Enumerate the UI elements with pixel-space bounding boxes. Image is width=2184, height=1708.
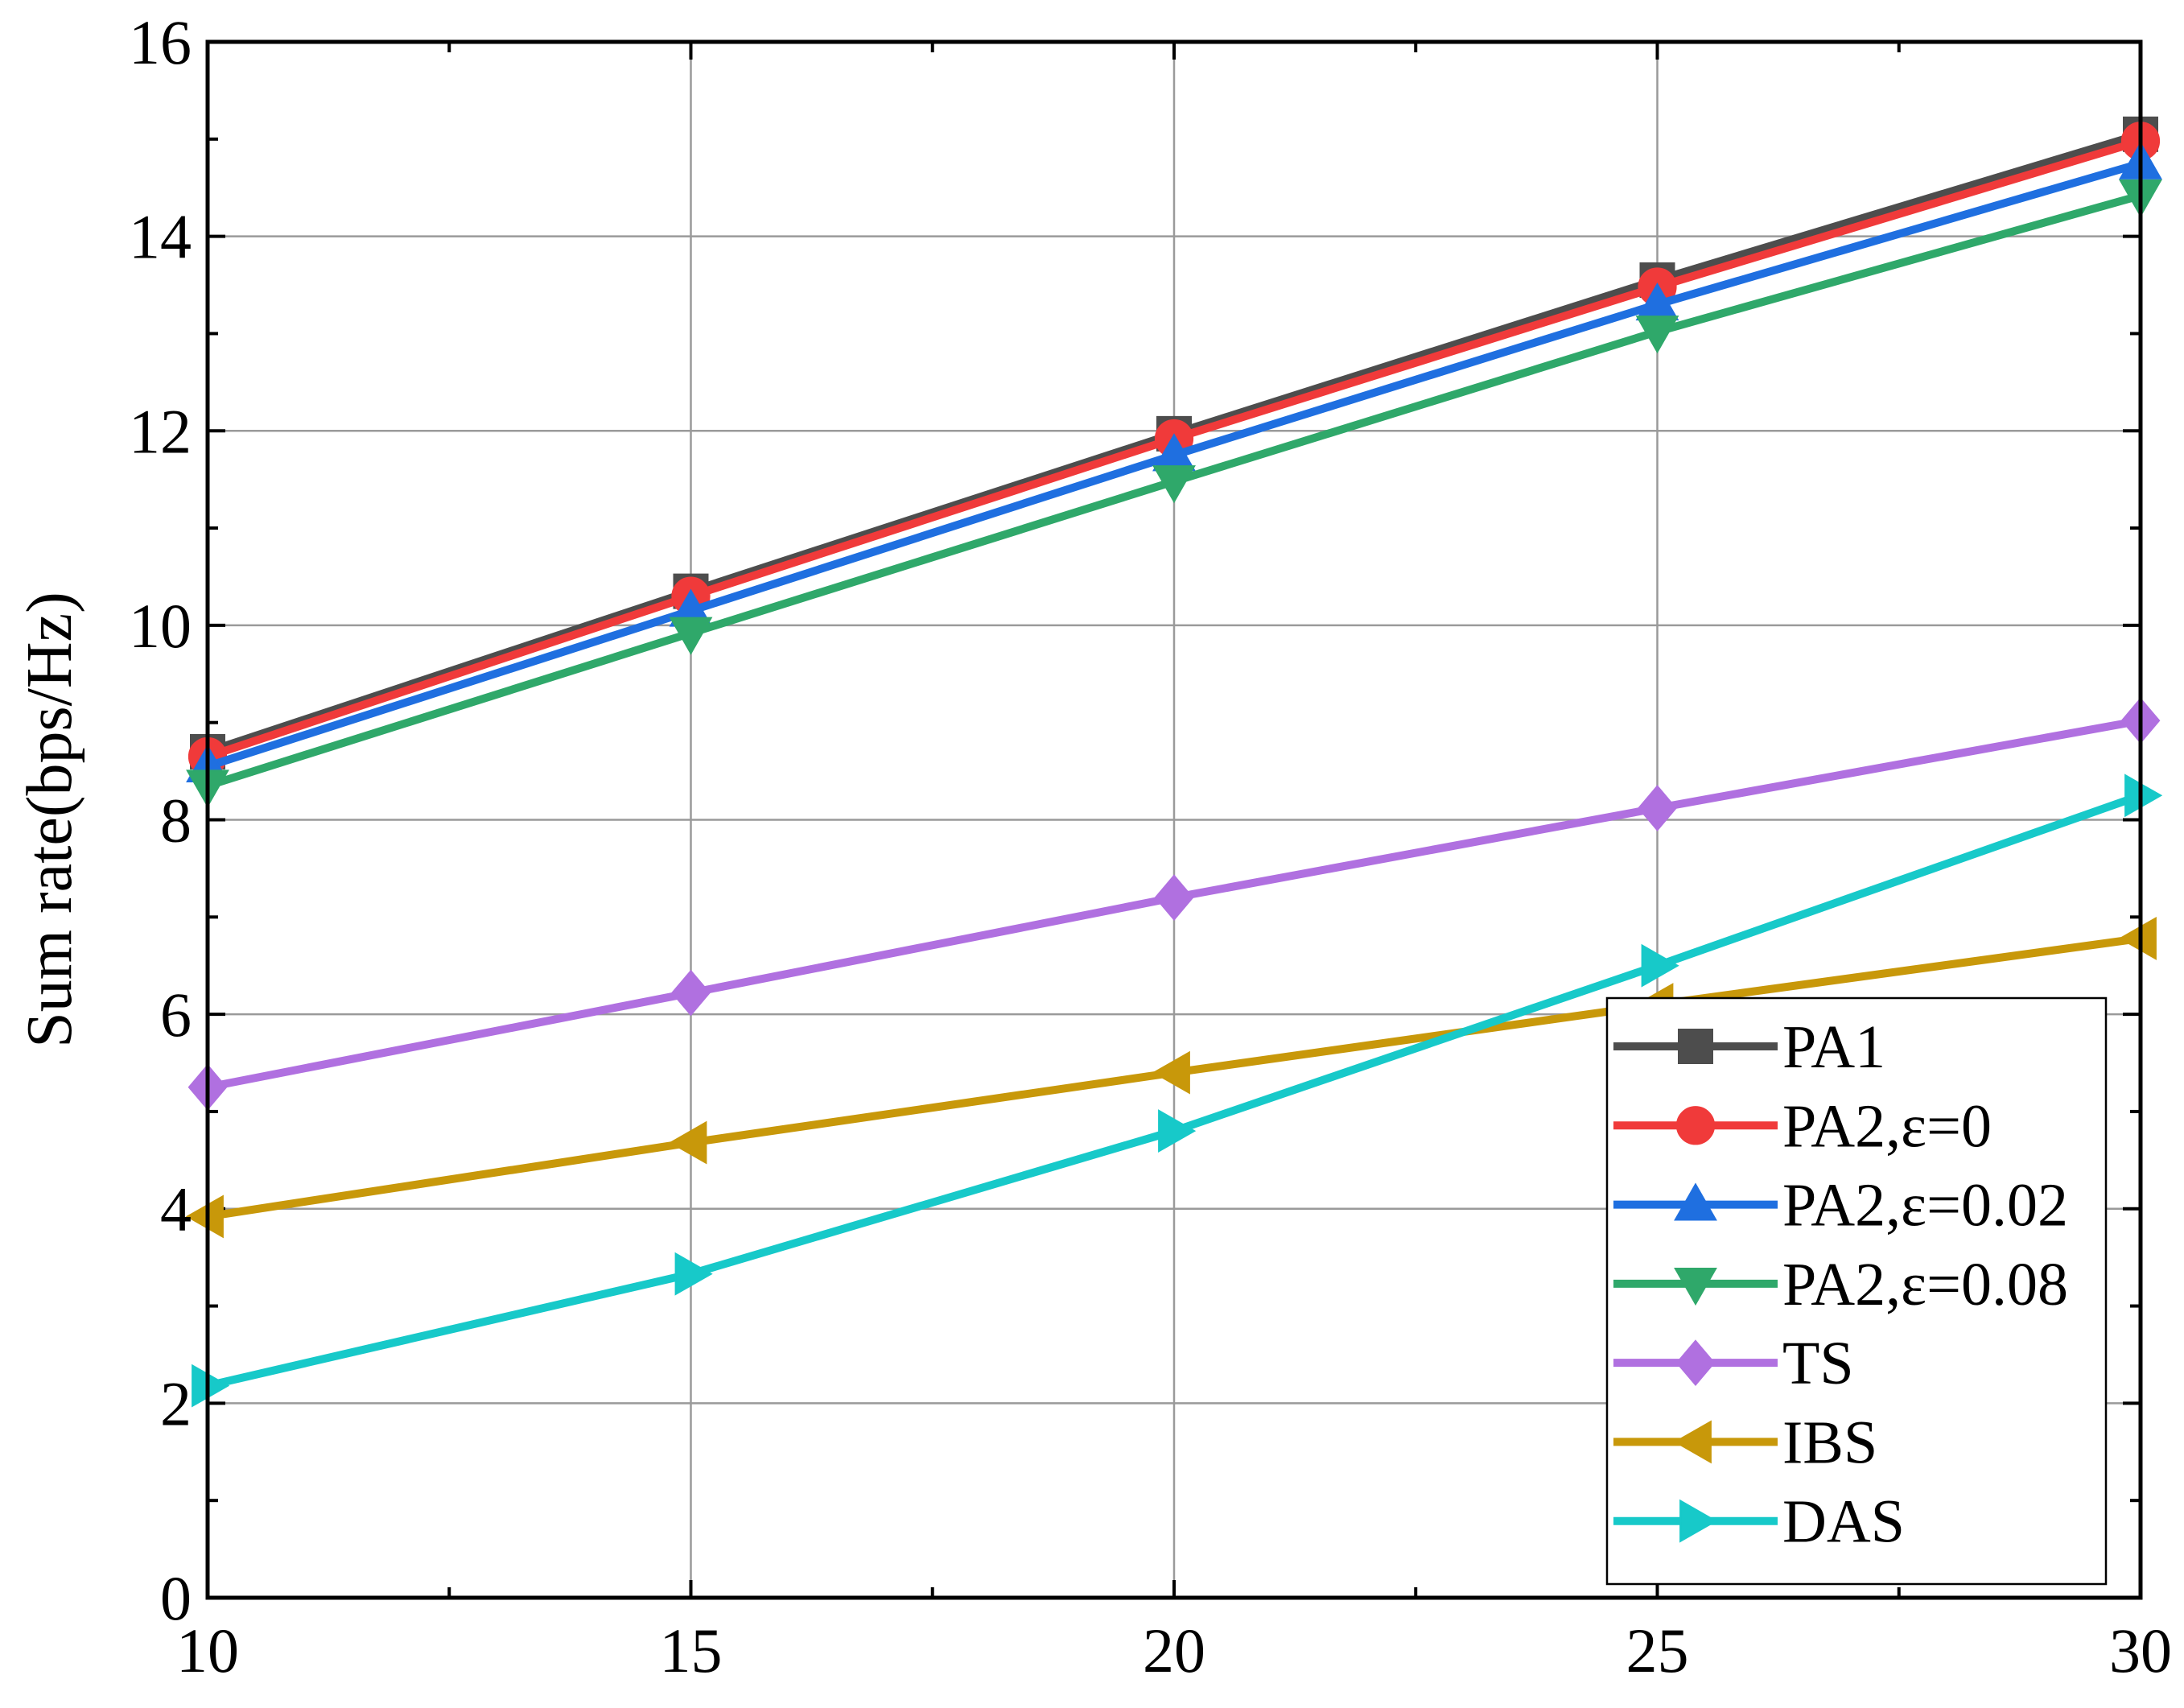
legend-label: PA2,ε=0 [1782,1092,1992,1160]
legend-marker [1679,1499,1718,1543]
legend-entry: PA2,ε=0.02 [1613,1172,2068,1240]
legend-label: PA1 [1782,1013,1885,1081]
y-tick-label: 10 [129,591,192,661]
legend-entry: IBS [1613,1409,1877,1476]
legend-entry: PA2,ε=0.08 [1613,1251,2068,1318]
data-point [1152,465,1196,504]
legend-entry: DAS [1613,1488,1905,1556]
legend-marker [1675,1106,1716,1145]
plot-frame [205,39,2143,1600]
data-point [1635,316,1679,354]
data-point [669,617,713,655]
data-point [192,1364,230,1408]
legend-label: PA2,ε=0.08 [1782,1251,2068,1318]
series-3 [186,179,2162,808]
data-point [1154,874,1194,921]
data-point [671,969,711,1017]
y-tick-label: 6 [160,980,192,1050]
legend-label: PA2,ε=0.02 [1782,1172,2068,1240]
legend-marker [1675,1339,1716,1386]
legend-entry: TS [1613,1330,1854,1397]
data-point [185,1194,224,1239]
legend: PA1 PA2,ε=0 PA2,ε=0.02 PA2,ε=0.08 TS IBS DAS [1605,996,2108,1586]
data-point [1641,943,1679,988]
x-tick-label: 25 [1626,1615,1689,1685]
y-tick-label: 16 [129,7,192,77]
tick-labels: 10 15 20 25 30 0 2 4 6 8 10 12 14 16 [129,7,2172,1685]
legend-marker [1674,1182,1717,1221]
legend-marker [1678,1029,1713,1064]
legend-label: DAS [1782,1488,1905,1556]
series-4 [187,697,2161,1111]
legend-marker [1673,1420,1712,1464]
y-tick-label: 2 [160,1368,192,1438]
legend-entry: PA2,ε=0 [1613,1092,1992,1160]
y-axis-label: Sum rate(bps/Hz) [14,592,85,1048]
x-tick-label: 30 [2109,1615,2172,1685]
y-tick-label: 12 [129,396,192,466]
data-point [1158,1109,1197,1153]
legend-entry: PA1 [1613,1013,1885,1081]
x-tick-label: 15 [660,1615,723,1685]
data-point [1152,1050,1190,1095]
y-tick-label: 8 [160,786,192,856]
chart-series [185,116,2163,1408]
y-tick-label: 14 [129,202,192,272]
legend-marker [1674,1267,1717,1306]
x-tick-label: 20 [1143,1615,1205,1685]
data-point [1638,785,1677,831]
series-6 [192,774,2163,1408]
data-point [2118,916,2157,960]
legend-label: IBS [1782,1409,1877,1476]
x-tick-label: 10 [176,1615,239,1685]
data-point [669,1120,707,1165]
data-point [2124,774,2163,818]
data-point [674,1252,713,1296]
legend-label: TS [1782,1330,1854,1397]
y-tick-label: 4 [160,1174,192,1244]
y-tick-label: 0 [160,1563,192,1633]
